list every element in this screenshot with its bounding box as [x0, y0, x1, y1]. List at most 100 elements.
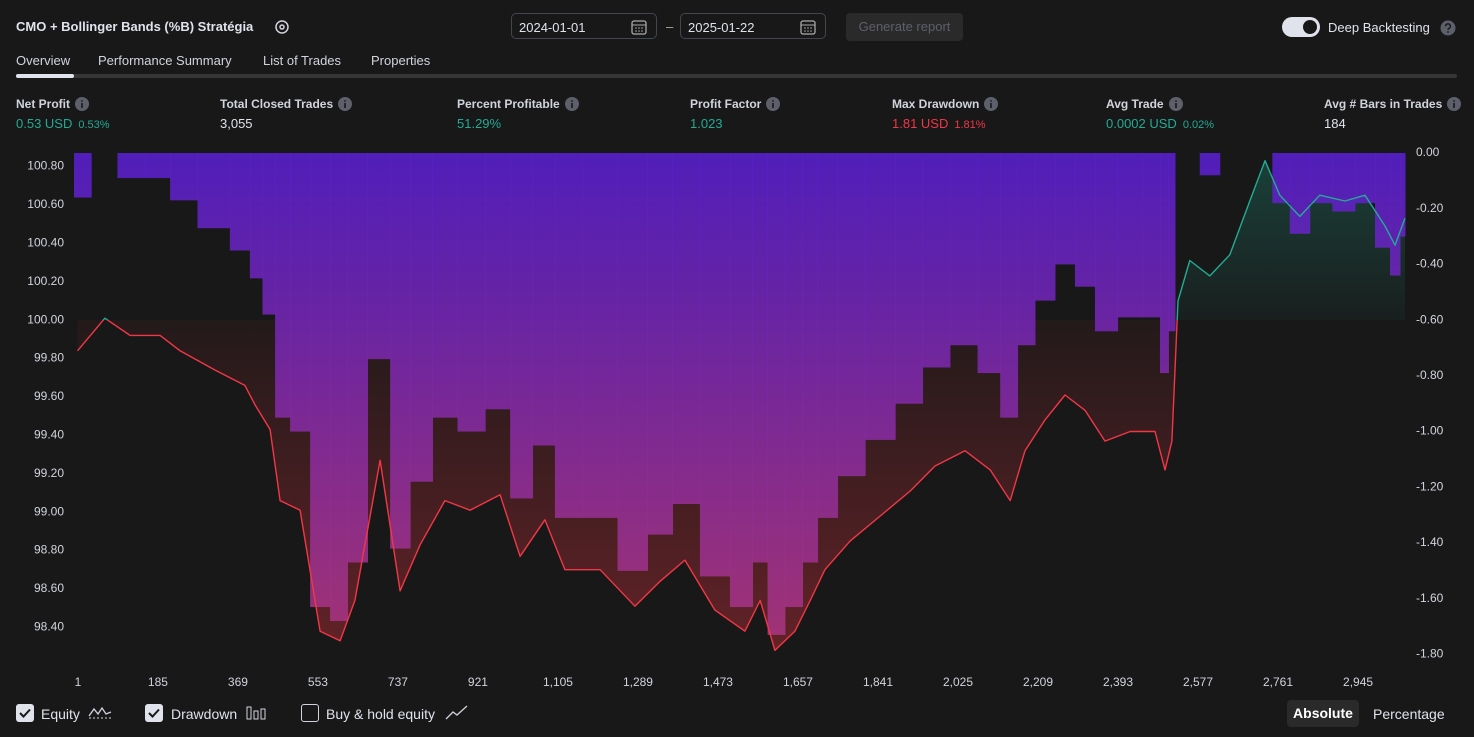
tab[interactable]: Performance Summary [98, 53, 232, 68]
x-tick-label: 2,945 [1343, 675, 1373, 689]
metric-label: Avg # Bars in Trades [1324, 97, 1443, 111]
percentage-button[interactable]: Percentage [1373, 706, 1445, 722]
buy-hold-label: Buy & hold equity [326, 706, 435, 722]
drawdown-bar [802, 153, 819, 563]
x-tick-label: 1,473 [703, 675, 733, 689]
tab[interactable]: Properties [371, 53, 431, 68]
info-icon[interactable] [75, 97, 89, 111]
buy-hold-checkbox[interactable] [301, 704, 319, 722]
date-to[interactable]: 2025-01-22 [680, 13, 826, 39]
y-tick-label: 100.60 [27, 197, 64, 211]
metric-label-row: Net Profit [16, 97, 110, 111]
metric-label-row: Percent Profitable [457, 97, 579, 111]
date-from[interactable]: 2024-01-01 [511, 13, 657, 39]
metric: Total Closed Trades 3,055 [220, 97, 353, 131]
drawdown-bar [922, 153, 951, 368]
tab[interactable]: Overview [16, 53, 71, 68]
metric-label-row: Max Drawdown [892, 97, 999, 111]
metric-value: 1.023 [690, 116, 723, 131]
x-tick-label: 1,657 [783, 675, 813, 689]
generate-report-button[interactable]: Generate report [846, 13, 963, 41]
equity-label: Equity [41, 706, 80, 722]
metric-value-row: 1.81 USD 1.81% [892, 116, 998, 131]
info-icon[interactable] [1447, 97, 1462, 111]
drawdown-bar [699, 153, 731, 577]
drawdown-bar [752, 153, 769, 563]
metric: Avg Trade 0.0002 USD 0.02% [1106, 97, 1214, 131]
tab-indicator [16, 74, 74, 78]
equity-chart: 98.40 98.60 98.80 99.00 99.20 99.40 99.60 99.80… [27, 145, 1444, 689]
drawdown-bar [1054, 153, 1076, 265]
drawdown-bar [197, 153, 231, 229]
metric-value-row: 0.53 USD 0.53% [16, 116, 110, 131]
drawdown-bar [1159, 153, 1169, 374]
drawdown-bar [1142, 153, 1161, 318]
y-tick-label: 100.20 [27, 274, 64, 288]
drawdown-bar [367, 153, 391, 360]
metric-value-row: 1.023 [690, 116, 780, 131]
info-icon[interactable] [564, 97, 579, 111]
x-tick-label: 2,393 [1103, 675, 1133, 689]
settings-icon[interactable] [273, 18, 291, 36]
metric-value-row: 184 [1324, 116, 1461, 131]
info-icon[interactable] [338, 97, 353, 111]
drawdown-bar [170, 153, 198, 201]
drawdown-checkbox[interactable] [145, 704, 163, 722]
info-icon[interactable] [984, 97, 999, 111]
y-tick-label: 98.80 [34, 543, 64, 557]
drawdown-bar [977, 153, 1001, 374]
drawdown-bar [554, 153, 584, 518]
metric-percent: 0.02% [1182, 119, 1215, 131]
check-mark [148, 708, 160, 718]
metric-label-row: Avg Trade [1106, 97, 1214, 111]
deep-backtesting-toggle[interactable] [1282, 17, 1320, 37]
help-icon[interactable] [1440, 20, 1456, 36]
y2-tick-label: -0.40 [1416, 257, 1444, 271]
y2-tick-label: -1.80 [1416, 647, 1444, 661]
drawdown-bar [895, 153, 924, 404]
drawdown-bar [390, 153, 411, 549]
x-tick-label: 1 [75, 675, 82, 689]
y-tick-label: 99.20 [34, 466, 64, 480]
metric-label-row: Profit Factor [690, 97, 781, 111]
x-tick-label: 1,105 [543, 675, 573, 689]
x-tick-label: 2,025 [943, 675, 973, 689]
metric-value: 0.0002 USD [1106, 116, 1177, 131]
metric-label: Net Profit [16, 97, 70, 111]
drawdown-bar [1272, 153, 1291, 204]
drawdown-bar [1199, 153, 1221, 176]
drawdown-label: Drawdown [171, 706, 238, 722]
info-icon[interactable] [766, 97, 781, 111]
metric: Net Profit 0.53 USD 0.53% [16, 97, 110, 131]
drawdown-bar [330, 153, 349, 621]
equity-checkbox[interactable] [16, 704, 34, 722]
metric-value-row: 51.29% [457, 116, 579, 131]
tab[interactable]: List of Trades [263, 53, 342, 68]
drawdown-bar [617, 153, 649, 571]
drawdown-bar [1034, 153, 1056, 301]
drawdown-icon [246, 706, 266, 720]
y2-tick-label: -1.00 [1416, 424, 1444, 438]
absolute-button[interactable]: Absolute [1287, 700, 1359, 727]
date-to-text: 2025-01-22 [688, 20, 755, 35]
y2-tick-label: 0.00 [1416, 145, 1440, 159]
metric-value: 3,055 [220, 116, 253, 131]
y-tick-label: 100.00 [27, 312, 64, 326]
drawdown-bar [784, 153, 804, 608]
metric-label-row: Avg # Bars in Trades [1324, 97, 1462, 111]
drawdown-bar [1117, 153, 1144, 318]
calendar-icon [631, 20, 647, 35]
tab-track [16, 74, 1457, 78]
drawdown-bar [262, 153, 276, 315]
deep-backtesting-label: Deep Backtesting [1328, 20, 1430, 35]
drawdown-bar [457, 153, 486, 432]
metric: Profit Factor 1.023 [690, 97, 781, 131]
info-icon[interactable] [1168, 97, 1183, 111]
drawdown-bar [1094, 153, 1119, 332]
x-tick-label: 2,577 [1183, 675, 1213, 689]
y2-tick-label: -0.80 [1416, 368, 1444, 382]
metric-label-row: Total Closed Trades [220, 97, 353, 111]
equity-line [76, 160, 1406, 652]
metric-label: Avg Trade [1106, 97, 1164, 111]
